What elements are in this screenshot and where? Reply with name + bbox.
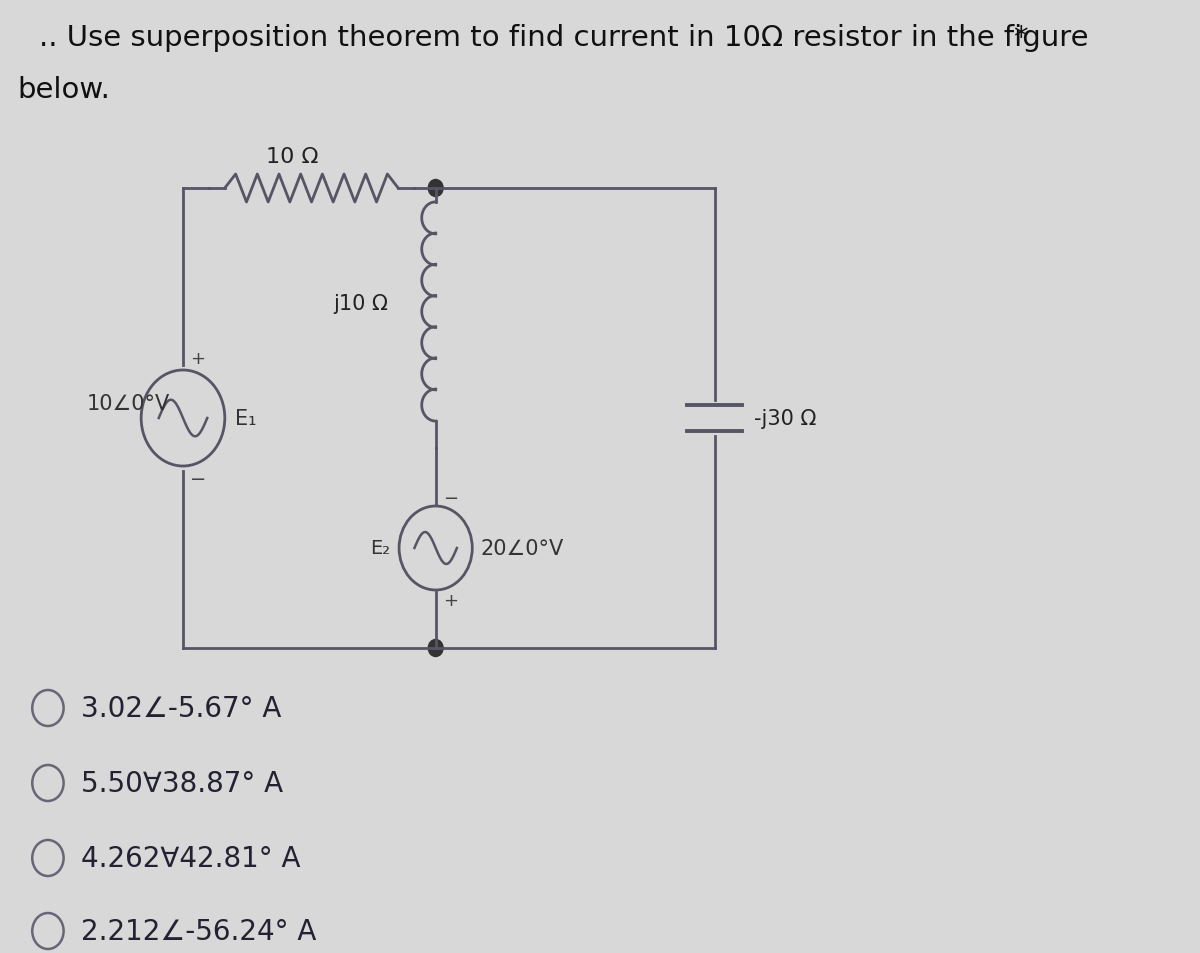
Text: −: − — [443, 490, 457, 507]
Text: j10 Ω: j10 Ω — [332, 294, 388, 314]
Text: .. Use superposition theorem to find current in 10Ω resistor in the figure: .. Use superposition theorem to find cur… — [40, 24, 1088, 52]
Text: E₂: E₂ — [371, 539, 390, 558]
Text: +: + — [190, 350, 205, 368]
Text: *: * — [1014, 24, 1028, 52]
Text: 4.262∀42.81° A: 4.262∀42.81° A — [82, 844, 300, 872]
Text: 10∠0°V: 10∠0°V — [86, 394, 170, 414]
Text: −: − — [190, 469, 206, 488]
Circle shape — [428, 639, 443, 657]
Text: 3.02∠-5.67° A: 3.02∠-5.67° A — [82, 695, 282, 722]
Text: 20∠0°V: 20∠0°V — [481, 538, 564, 558]
Circle shape — [428, 180, 443, 197]
Text: 2.212∠-56.24° A: 2.212∠-56.24° A — [82, 917, 317, 945]
Text: below.: below. — [18, 76, 110, 104]
Text: +: + — [443, 592, 457, 609]
Text: -j30 Ω: -j30 Ω — [754, 409, 816, 429]
Text: E₁: E₁ — [235, 409, 257, 429]
Text: 5.50∀38.87° A: 5.50∀38.87° A — [82, 769, 283, 797]
Text: 10 Ω: 10 Ω — [265, 147, 318, 167]
